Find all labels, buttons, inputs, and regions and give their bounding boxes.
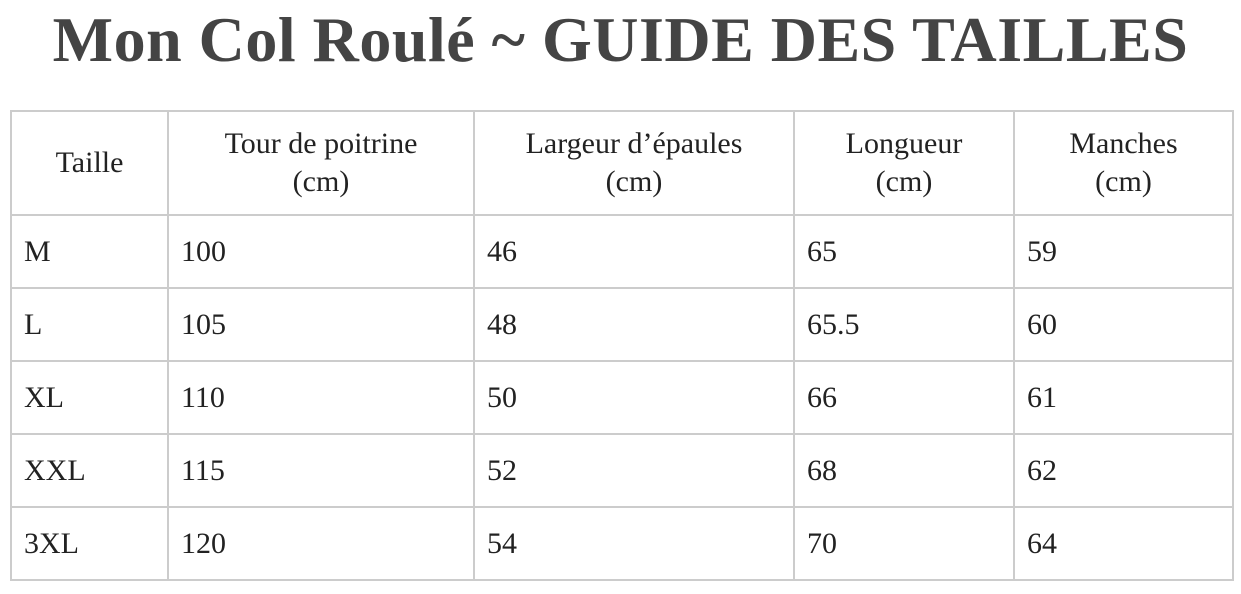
column-header-label: Longueur [845, 127, 963, 160]
table-cell: 65 [793, 214, 1015, 289]
table-row: XXL 115 52 68 62 [10, 433, 1234, 508]
table-cell: 60 [1013, 287, 1234, 362]
table-cell: 115 [167, 433, 475, 508]
table-cell: 66 [793, 360, 1015, 435]
table-cell: 46 [473, 214, 795, 289]
table-cell: 110 [167, 360, 475, 435]
column-header-label: Manches [1069, 127, 1178, 160]
table-cell: 50 [473, 360, 795, 435]
column-header-unit: (cm) [1095, 165, 1152, 198]
table-cell: 54 [473, 506, 795, 581]
table-cell: 68 [793, 433, 1015, 508]
column-header: Longueur (cm) [793, 110, 1015, 216]
table-cell: 65.5 [793, 287, 1015, 362]
column-header: Tour de poitrine (cm) [167, 110, 475, 216]
table-cell: 70 [793, 506, 1015, 581]
column-header: Largeur d’épaules (cm) [473, 110, 795, 216]
table-cell: 64 [1013, 506, 1234, 581]
page-title: Mon Col Roulé ~ GUIDE DES TAILLES [52, 4, 1189, 75]
table-cell: 59 [1013, 214, 1234, 289]
column-header: Manches (cm) [1013, 110, 1234, 216]
column-header-label: Largeur d’épaules [525, 127, 743, 160]
table-cell: 105 [167, 287, 475, 362]
table-cell: 62 [1013, 433, 1234, 508]
table-row: 3XL 120 54 70 64 [10, 506, 1234, 581]
table-cell: 3XL [10, 506, 169, 581]
table-cell: L [10, 287, 169, 362]
table-cell: M [10, 214, 169, 289]
table-cell: 120 [167, 506, 475, 581]
column-header: Taille [10, 110, 169, 216]
column-header-label: Tour de poitrine [224, 127, 418, 160]
table-row: M 100 46 65 59 [10, 214, 1234, 289]
column-header-unit: (cm) [605, 165, 663, 198]
header-row: Taille Tour de poitrine (cm) Largeur d’épau… [10, 110, 1234, 216]
table-cell: 52 [473, 433, 795, 508]
size-table: Taille Tour de poitrine (cm) Largeur d’épau… [10, 110, 1234, 581]
table-row: XL 110 50 66 61 [10, 360, 1234, 435]
column-header-unit: (cm) [292, 165, 350, 198]
table-cell: XL [10, 360, 169, 435]
table-cell: 48 [473, 287, 795, 362]
table-cell: 61 [1013, 360, 1234, 435]
table-row: L 105 48 65.5 60 [10, 287, 1234, 362]
table-cell: 100 [167, 214, 475, 289]
table-cell: XXL [10, 433, 169, 508]
column-header-label: Taille [55, 146, 124, 179]
column-header-unit: (cm) [875, 165, 933, 198]
